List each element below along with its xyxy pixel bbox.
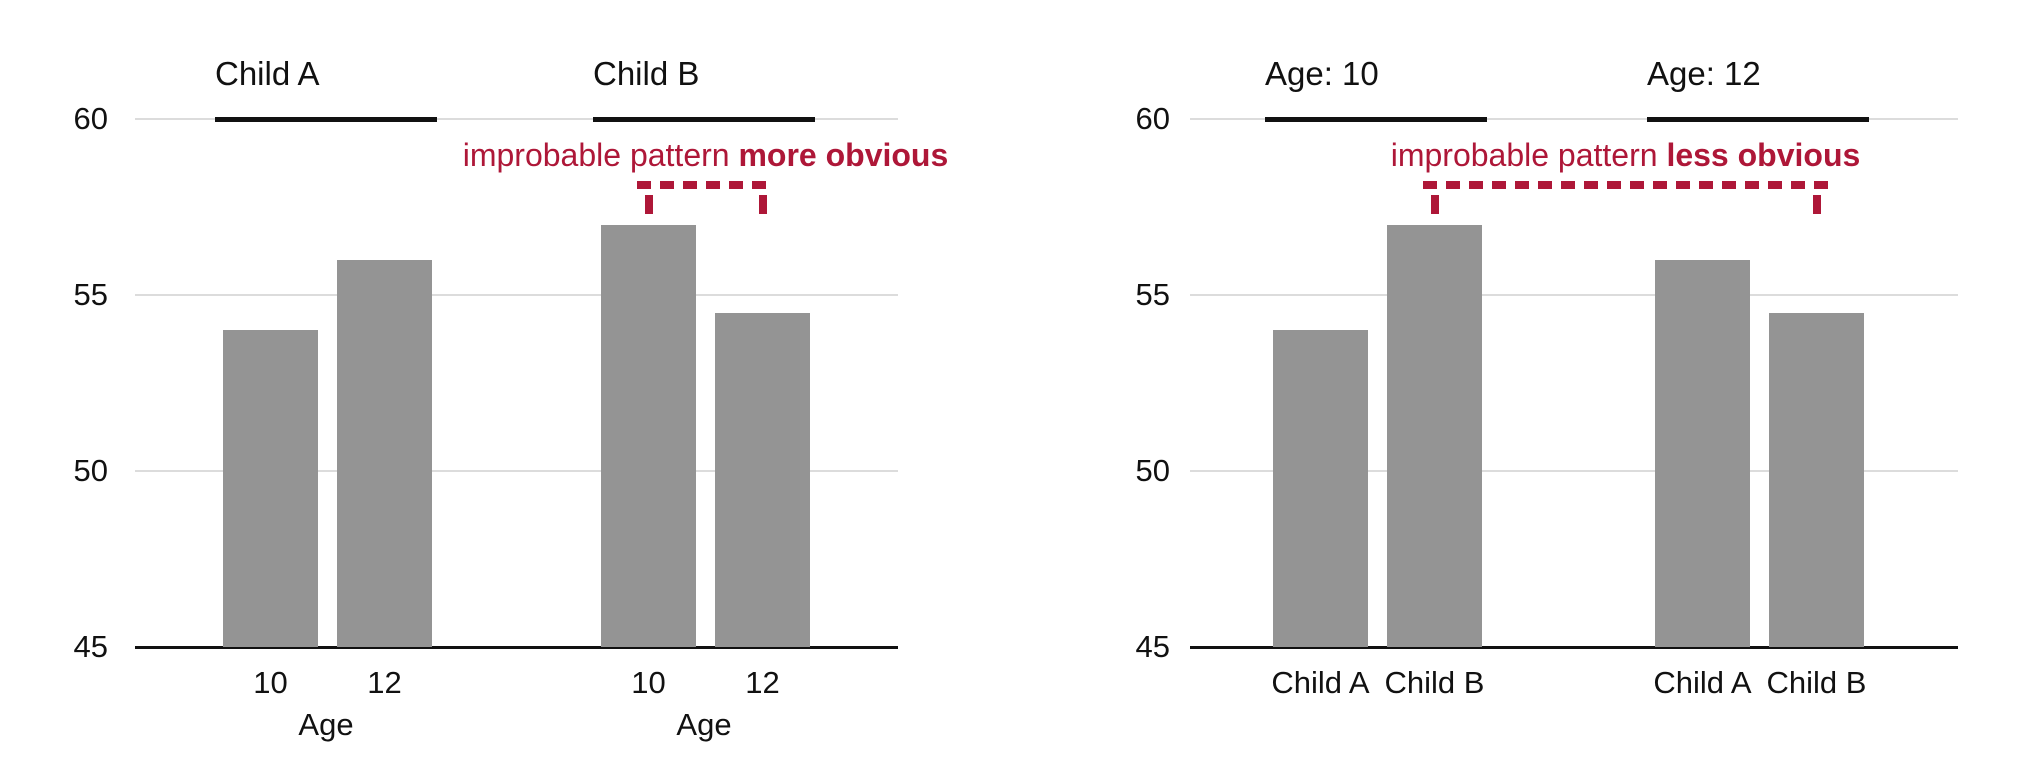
facet-title: Age: 12 [1647, 55, 1761, 92]
bar [715, 312, 810, 647]
gridline [135, 470, 898, 472]
x-axis-line [135, 646, 898, 649]
x-axis-title: Age [676, 707, 732, 742]
facet-strip-line [1647, 117, 1869, 122]
y-tick-label: 50 [1135, 453, 1170, 488]
x-axis-line [1190, 646, 1958, 649]
annotation-text-regular: improbable pattern [462, 137, 739, 173]
y-tick-label: 45 [73, 629, 108, 664]
x-tick-label: Child B [1766, 665, 1867, 700]
y-tick-label: 50 [73, 453, 108, 488]
bar [1769, 312, 1864, 647]
gridline [135, 118, 898, 120]
y-tick-label: 55 [73, 277, 108, 312]
y-tick-label: 60 [73, 101, 108, 136]
annotation-text-regular: improbable pattern [1390, 137, 1667, 173]
facet-strip-line [215, 117, 437, 122]
bar [1387, 224, 1482, 647]
x-tick-label: Child A [1271, 665, 1370, 700]
gridline [1190, 118, 1958, 120]
facet-title: Child B [593, 55, 700, 92]
annotation-bracket-end [1812, 195, 1821, 214]
x-axis-title: Age [298, 707, 354, 742]
annotation-bracket-end [1430, 195, 1439, 214]
annotation-bracket-horizontal [636, 181, 775, 189]
annotation-text-bold: less obvious [1666, 137, 1861, 173]
y-tick-label: 60 [1135, 101, 1170, 136]
x-tick-label: 10 [253, 665, 288, 700]
annotation-bracket-end [644, 195, 653, 214]
y-tick-label: 45 [1135, 629, 1170, 664]
gridline [135, 294, 898, 296]
x-tick-label: Child B [1384, 665, 1485, 700]
facet-strip-line [593, 117, 815, 122]
bar [1655, 259, 1750, 647]
facet-title: Age: 10 [1265, 55, 1379, 92]
x-tick-label: 10 [631, 665, 666, 700]
bar [601, 224, 696, 647]
annotation-text: improbable pattern more obvious [463, 137, 949, 173]
y-tick-label: 55 [1135, 277, 1170, 312]
bar [1273, 330, 1368, 647]
facet-title: Child A [215, 55, 320, 92]
x-tick-label: 12 [745, 665, 780, 700]
annotation-bracket-end [758, 195, 767, 214]
gridline [1190, 294, 1958, 296]
gridline [1190, 470, 1958, 472]
x-tick-label: 12 [367, 665, 402, 700]
x-tick-label: Child A [1653, 665, 1752, 700]
annotation-bracket-horizontal [1422, 181, 1829, 189]
bar [337, 259, 432, 647]
annotation-text: improbable pattern less obvious [1391, 137, 1861, 173]
facet-strip-line [1265, 117, 1487, 122]
annotation-text-bold: more obvious [738, 137, 949, 173]
bar [223, 330, 318, 647]
